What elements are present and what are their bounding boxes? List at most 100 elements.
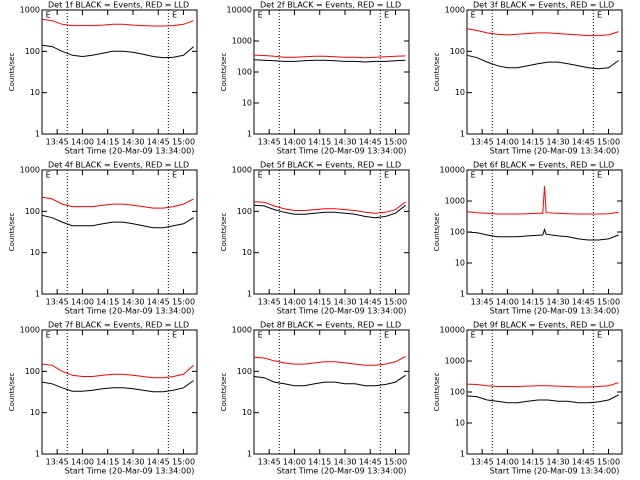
x-tick-label: 15:00	[172, 138, 195, 147]
x-tick-label: 14:30	[546, 298, 569, 307]
annotation: E	[258, 11, 263, 20]
y-axis-label: Counts/sec	[220, 213, 228, 252]
annotation: E	[597, 11, 602, 20]
annotation: E	[172, 11, 177, 20]
annotation: E	[172, 171, 177, 180]
x-tick-label: 14:45	[359, 298, 382, 307]
y-tick-label: 1000	[20, 326, 40, 335]
chart-panel: Det 8f BLACK = Events, RED = LLD 1 10 100 10…	[220, 321, 410, 476]
chart-title: Det 4f BLACK = Events, RED = LLD	[48, 161, 189, 170]
y-axis-label: Counts/sec	[220, 53, 228, 92]
series-line	[253, 374, 406, 387]
y-tick-label: 1	[35, 450, 40, 459]
y-tick-label: 10	[455, 88, 465, 97]
series-line	[41, 380, 194, 393]
y-tick-label: 10	[30, 88, 40, 97]
x-axis-label: Start Time (20-Mar-09 13:34:00)	[277, 467, 407, 476]
x-tick-label: 14:00	[496, 298, 519, 307]
x-axis-label: Start Time (20-Mar-09 13:34:00)	[277, 307, 407, 316]
y-tick-label: 1000	[20, 166, 40, 175]
annotation: E	[471, 331, 476, 340]
plot-frame	[253, 169, 410, 295]
x-tick-label: 13:45	[471, 138, 494, 147]
y-tick-label: 10	[242, 99, 252, 108]
series-line	[41, 18, 194, 27]
x-tick-label: 14:45	[572, 138, 595, 147]
chart-panel: Det 9f BLACK = Events, RED = LLD 1 10 100 10…	[433, 321, 623, 476]
x-tick-label: 14:00	[283, 138, 306, 147]
x-tick-label: 15:00	[172, 298, 195, 307]
y-tick-label: 10	[242, 408, 252, 417]
y-tick-label: 10	[30, 248, 40, 257]
annotation: E	[172, 331, 177, 340]
annotation: E	[258, 171, 263, 180]
series-line	[41, 196, 194, 209]
x-tick-label: 14:30	[546, 138, 569, 147]
chart-title: Det 8f BLACK = Events, RED = LLD	[260, 321, 401, 330]
y-tick-label: 10	[455, 419, 465, 428]
x-tick-label: 15:00	[597, 298, 620, 307]
y-tick-label: 1	[247, 450, 252, 459]
y-tick-label: 100	[450, 47, 465, 56]
annotation: E	[384, 331, 389, 340]
series-line	[253, 54, 406, 59]
x-tick-label: 14:45	[572, 298, 595, 307]
x-tick-label: 14:00	[71, 298, 94, 307]
y-tick-label: 10	[455, 259, 465, 268]
chart-panel: Det 6f BLACK = Events, RED = LLD 1 10 100 10…	[433, 161, 623, 316]
y-axis-label: Counts/sec	[433, 53, 441, 92]
series-line	[466, 28, 619, 37]
x-axis-label: Start Time (20-Mar-09 13:34:00)	[65, 467, 195, 476]
annotation: E	[597, 331, 602, 340]
chart-panel: Det 2f BLACK = Events, RED = LLD 1 10 100 10…	[220, 1, 410, 156]
x-tick-label: 14:15	[521, 458, 544, 467]
x-axis-label: Start Time (20-Mar-09 13:34:00)	[277, 147, 407, 156]
chart-title: Det 9f BLACK = Events, RED = LLD	[473, 321, 614, 330]
y-tick-label: 100	[237, 367, 252, 376]
y-tick-label: 1000	[232, 166, 252, 175]
x-tick-label: 14:30	[333, 298, 356, 307]
x-tick-label: 13:45	[46, 138, 69, 147]
y-tick-label: 1	[35, 290, 40, 299]
x-axis-label: Start Time (20-Mar-09 13:34:00)	[490, 467, 620, 476]
x-axis-label: Start Time (20-Mar-09 13:34:00)	[65, 307, 195, 316]
x-tick-label: 14:45	[147, 298, 170, 307]
x-tick-label: 14:15	[96, 138, 119, 147]
y-tick-label: 100	[25, 207, 40, 216]
plot-frame	[41, 169, 198, 295]
x-tick-label: 14:30	[333, 458, 356, 467]
x-tick-label: 13:45	[258, 298, 281, 307]
plot-frame	[41, 9, 198, 135]
x-tick-label: 14:00	[496, 458, 519, 467]
x-tick-label: 14:00	[283, 458, 306, 467]
x-tick-label: 14:00	[71, 138, 94, 147]
y-tick-label: 1	[247, 130, 252, 139]
x-tick-label: 14:30	[121, 298, 144, 307]
x-tick-label: 13:45	[258, 138, 281, 147]
x-tick-label: 14:45	[359, 458, 382, 467]
x-tick-label: 15:00	[384, 138, 407, 147]
annotation: E	[46, 331, 51, 340]
chart-title: Det 2f BLACK = Events, RED = LLD	[260, 1, 401, 10]
y-tick-label: 10000	[440, 326, 465, 335]
y-tick-label: 1	[460, 290, 465, 299]
annotation: E	[597, 171, 602, 180]
annotation: E	[384, 11, 389, 20]
chart-title: Det 1f BLACK = Events, RED = LLD	[48, 1, 189, 10]
y-tick-label: 100	[450, 388, 465, 397]
chart-panel: Det 1f BLACK = Events, RED = LLD 1 10 100 10…	[8, 1, 198, 156]
series-line	[41, 44, 194, 59]
annotation: E	[258, 331, 263, 340]
chart-title: Det 3f BLACK = Events, RED = LLD	[473, 1, 614, 10]
x-tick-label: 13:45	[46, 458, 69, 467]
x-tick-label: 14:15	[308, 458, 331, 467]
chart-panel: Det 4f BLACK = Events, RED = LLD 1 10 100 10…	[8, 161, 198, 316]
series-line	[466, 394, 619, 404]
x-tick-label: 14:30	[121, 458, 144, 467]
y-tick-label: 100	[237, 207, 252, 216]
annotation: E	[471, 11, 476, 20]
x-tick-label: 14:30	[121, 138, 144, 147]
x-tick-label: 14:00	[496, 138, 519, 147]
x-tick-label: 15:00	[384, 298, 407, 307]
